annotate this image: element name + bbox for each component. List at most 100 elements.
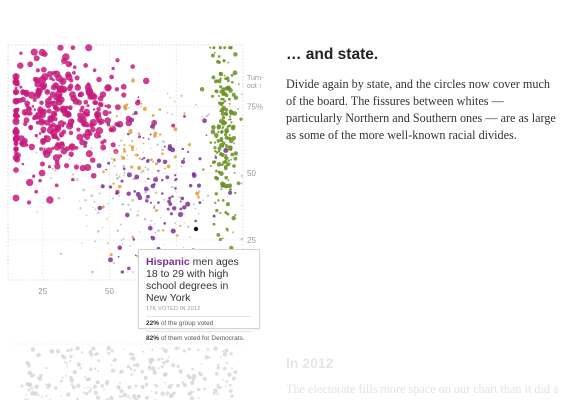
data-point [76,99,82,106]
data-point [84,199,87,202]
data-point [228,102,231,105]
data-point [80,120,87,126]
data-point [102,170,105,173]
data-point [226,229,229,232]
data-point [216,138,221,143]
faded-point [222,378,224,381]
data-point [231,231,235,234]
data-point [183,157,185,160]
data-point [38,75,47,84]
data-point [73,164,79,170]
data-point [165,175,170,180]
data-point [28,143,36,151]
data-point [223,159,228,164]
faded-point [144,382,149,387]
data-point [149,133,152,136]
data-point [153,134,157,138]
data-point [102,138,107,143]
data-point [106,218,109,220]
data-point [60,85,64,88]
data-point [104,104,107,108]
data-point [68,107,72,111]
data-point [197,195,200,199]
faded-point [162,372,168,377]
faded-point [76,362,81,367]
data-point [134,154,137,157]
data-point [234,191,237,195]
faded-point [216,393,219,396]
data-point [91,270,94,274]
data-point [142,151,145,154]
data-point [233,151,238,156]
data-point [32,76,39,82]
data-point [79,207,82,210]
data-point [179,207,183,211]
data-point [174,179,176,182]
data-point [121,92,127,98]
data-point [17,114,21,118]
faded-point [167,384,173,389]
data-point [83,63,89,68]
data-point [93,110,102,119]
faded-point [132,393,137,399]
data-point [51,167,54,170]
data-point [135,148,138,150]
data-point [50,129,58,137]
faded-point [118,386,121,389]
faded-point [30,386,34,390]
data-point [205,134,208,137]
data-point [222,59,226,63]
data-point [156,143,159,146]
data-point [209,141,213,144]
faded-point [216,366,220,370]
data-point [195,191,200,196]
data-point [212,223,216,226]
data-point [230,121,233,124]
data-point [188,236,191,238]
faded-point [63,361,67,364]
data-point [133,190,137,193]
tooltip-turnout-text: of the group voted [159,320,214,327]
faded-point [174,346,179,351]
faded-point [36,354,39,357]
data-point [230,152,235,157]
data-point [44,119,51,126]
faded-point [61,376,64,379]
faded-point [145,395,149,400]
data-point [136,213,139,217]
data-point [142,137,145,139]
data-point [216,124,222,129]
data-point [116,123,121,128]
data-point [210,129,216,135]
faded-point [228,389,233,393]
next-section-heading: In 2012 [286,355,334,371]
data-point [61,63,64,66]
section-body: Divide again by state, and the circles n… [286,77,556,142]
data-point [220,130,224,134]
faded-point [93,353,97,356]
article-section: … and state. Divide again by state, and … [286,46,556,144]
faded-point [75,346,80,351]
data-point [229,45,233,50]
faded-point [25,381,30,387]
data-point [65,60,72,68]
data-point [219,136,224,141]
faded-point [109,395,114,400]
data-point [13,107,19,114]
data-point [66,112,72,118]
data-point [138,157,142,160]
faded-point [233,370,238,375]
data-point [34,189,39,194]
data-point [100,144,107,151]
data-point [185,201,191,207]
data-point [132,77,135,79]
point-tooltip: Hispanic men ages 18 to 29 with high sch… [138,249,260,342]
data-point [157,201,160,204]
data-point [202,168,205,171]
data-point [174,174,177,177]
faded-point [45,394,48,398]
data-point [93,132,101,139]
x-tick-label: 25 [38,287,47,296]
scatter-chart[interactable]: 25 50 75% 50 25 Turn-out ↑ Hispanic men ages … [0,0,270,400]
faded-point [126,364,131,369]
